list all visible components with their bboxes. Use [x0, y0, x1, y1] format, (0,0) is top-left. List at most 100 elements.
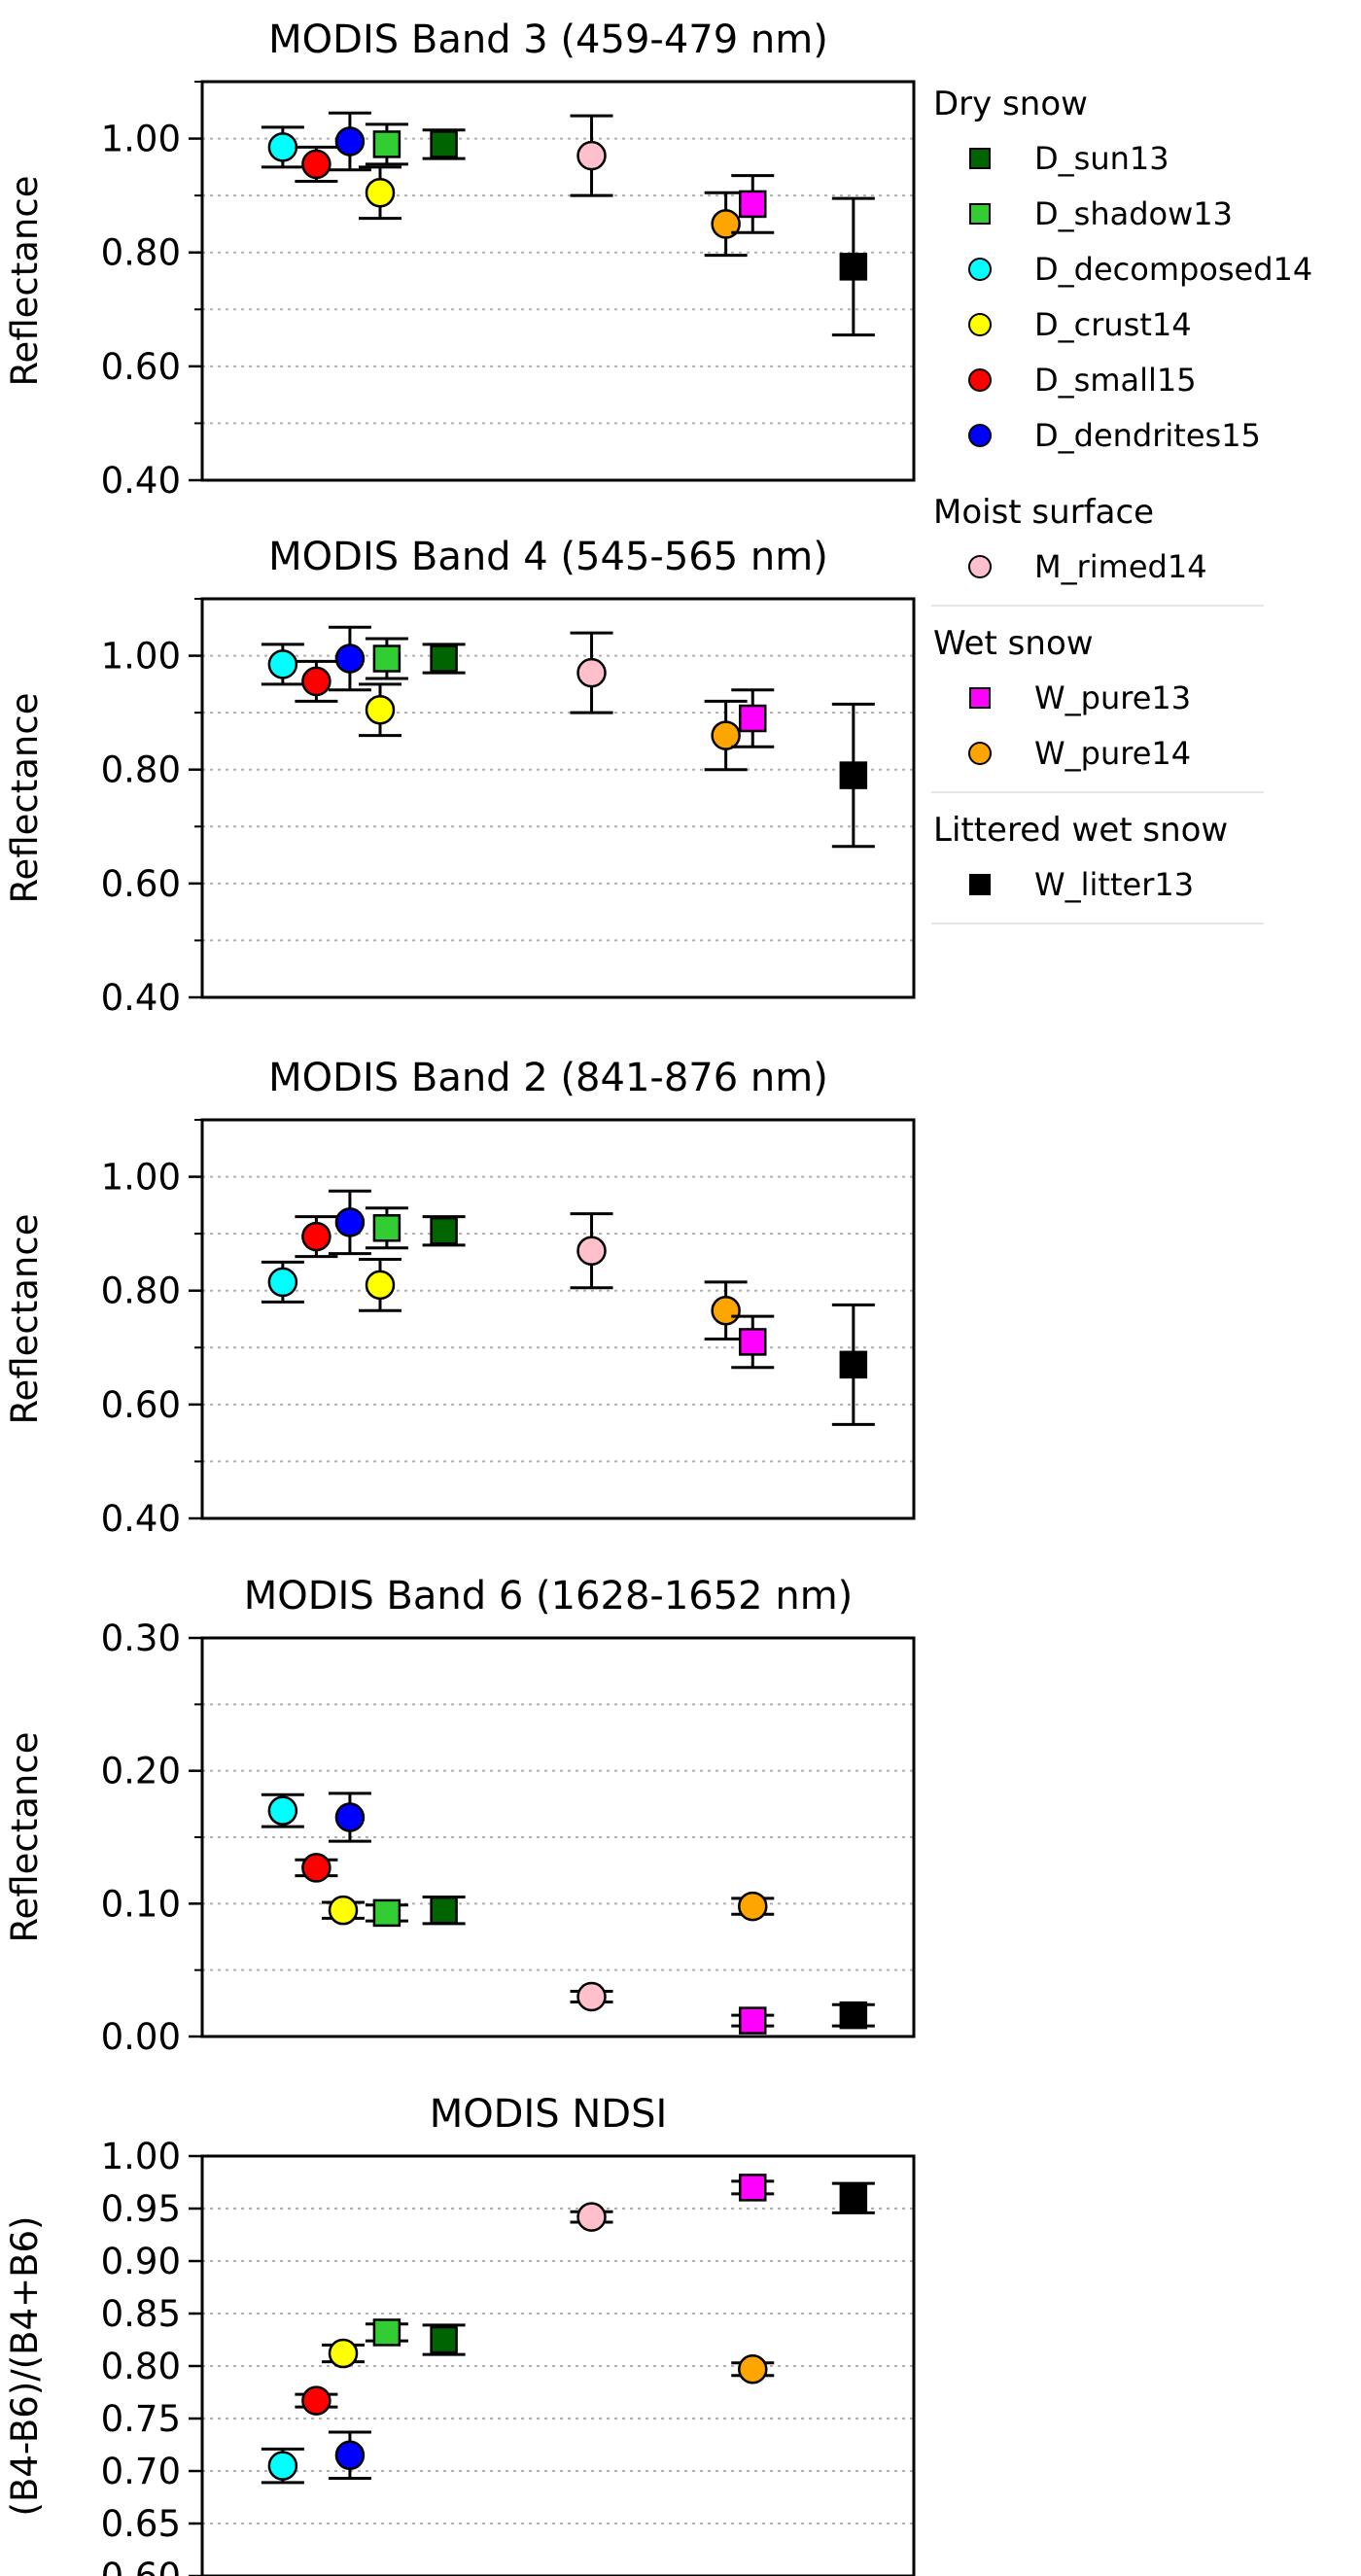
panel-4: MODIS Band 6 (1628-1652 nm) 0.00 0.10 0.20 0…: [4, 1574, 916, 2058]
y-axis-label: Reflectance: [4, 176, 46, 387]
legend-entry-label: D_shadow13: [1034, 195, 1233, 232]
point-D_dendrites15: [328, 111, 371, 172]
tick-label: 1.00: [101, 636, 181, 678]
point-D_small15: [295, 1215, 338, 1259]
tick-label: 0.80: [101, 2346, 181, 2387]
marker-circle: [576, 1236, 607, 1266]
marker-circle: [334, 126, 366, 157]
legend-group: Dry snow D_sun13 D_shadow13 D_decomposed14 D…: [933, 85, 1312, 454]
panel-title: MODIS Band 3 (459-479 nm): [268, 17, 828, 62]
point-D_small15: [295, 145, 338, 183]
panel-3: MODIS Band 2 (841-876 nm) 0.40 0.60 0.80 1.0…: [4, 1056, 916, 1540]
point-D_decomposed14: [261, 1793, 304, 1828]
legend-marker-circle: [968, 555, 992, 578]
marker-square: [372, 644, 401, 673]
point-D_decomposed14: [261, 2447, 304, 2485]
marker-square: [739, 190, 767, 219]
marker-circle: [576, 2202, 607, 2232]
tick-label: 0.60: [101, 346, 181, 388]
legend-entry-label: D_dendrites15: [1034, 417, 1261, 454]
tick-label: 0.65: [101, 2503, 181, 2545]
tick-label: 0.80: [101, 1271, 181, 1312]
marker-circle: [267, 649, 298, 679]
marker-square: [839, 1350, 868, 1379]
tick-label: 0.20: [101, 1751, 181, 1793]
tick-label: 0.80: [101, 749, 181, 791]
legend-marker-circle: [968, 368, 992, 392]
marker-square: [372, 1214, 401, 1242]
legend-group-title: Dry snow: [933, 85, 1088, 123]
marker-circle: [576, 1981, 607, 2012]
point-W_pure13: [731, 2006, 775, 2035]
point-D_shadow13: [365, 1206, 408, 1250]
marker-square: [430, 1896, 458, 1925]
point-M_rimed14: [570, 2202, 613, 2232]
marker-square: [839, 761, 868, 789]
y-axis-label: Reflectance: [4, 1732, 46, 1943]
marker-square: [839, 2183, 868, 2212]
marker-circle: [267, 132, 298, 162]
point-D_sun13: [422, 1215, 466, 1247]
marker-circle: [365, 177, 396, 208]
point-W_pure14: [731, 2353, 775, 2385]
y-axis-label: (B4-B6)/(B4+B6): [4, 2216, 46, 2517]
point-D_decomposed14: [261, 1260, 304, 1304]
tick-label: 0.70: [101, 2451, 181, 2492]
tick-label: 1.00: [101, 119, 181, 160]
point-M_rimed14: [570, 1981, 613, 2012]
marker-square: [739, 2006, 767, 2035]
legend-marker-square: [969, 687, 991, 709]
marker-circle: [711, 1295, 741, 1326]
axes-frame: [200, 1636, 916, 2038]
legend-marker-circle: [968, 258, 992, 281]
point-M_rimed14: [570, 114, 613, 197]
marker-circle: [301, 149, 332, 180]
point-D_shadow13: [365, 1898, 408, 1928]
marker-circle: [301, 1853, 332, 1883]
marker-circle: [738, 1891, 768, 1922]
marker-circle: [301, 666, 332, 697]
marker-circle: [301, 2385, 332, 2416]
point-M_rimed14: [570, 631, 613, 714]
tick-label: 0.75: [101, 2398, 181, 2440]
point-W_pure13: [731, 1314, 775, 1370]
point-W_pure14: [704, 699, 748, 772]
legend-marker-square: [969, 203, 991, 225]
panel-title: MODIS Band 6 (1628-1652 nm): [244, 1574, 854, 1619]
marker-square: [372, 1898, 401, 1928]
legend-group-title: Wet snow: [933, 624, 1094, 663]
marker-circle: [334, 1207, 366, 1237]
legend-entry-label: W_pure14: [1034, 735, 1191, 772]
y-axis-label: Reflectance: [4, 1214, 46, 1425]
panel-title: MODIS Band 4 (545-565 nm): [268, 535, 828, 579]
point-W_litter13: [831, 2001, 875, 2030]
marker-circle: [711, 720, 741, 750]
marker-circle: [738, 2353, 768, 2385]
point-D_sun13: [422, 643, 466, 675]
marker-circle: [328, 1895, 359, 1926]
point-D_dendrites15: [328, 1792, 371, 1843]
point-D_dendrites15: [328, 2430, 371, 2481]
legend-marker-circle: [968, 742, 992, 765]
point-W_litter13: [831, 1303, 875, 1426]
marker-circle: [365, 1270, 396, 1301]
point-D_sun13: [422, 128, 466, 160]
point-W_pure13: [731, 174, 775, 234]
y-axis-label: Reflectance: [4, 693, 46, 904]
tick-label: 1.00: [101, 1157, 181, 1199]
point-W_pure14: [731, 1891, 775, 1922]
marker-circle: [711, 209, 741, 239]
tick-label: 0.10: [101, 1883, 181, 1925]
point-D_crust14: [322, 1895, 366, 1926]
point-D_small15: [295, 2385, 338, 2416]
legend-entry-label: D_small15: [1034, 362, 1197, 399]
marker-circle: [576, 657, 607, 688]
marker-square: [430, 644, 458, 673]
point-D_shadow13: [365, 2318, 408, 2347]
legend-group: Littered wet snow W_litter13: [931, 811, 1264, 924]
marker-circle: [334, 2440, 366, 2471]
point-W_pure13: [731, 688, 775, 748]
point-W_pure13: [731, 2174, 775, 2202]
legend-entry-label: W_litter13: [1034, 866, 1194, 903]
